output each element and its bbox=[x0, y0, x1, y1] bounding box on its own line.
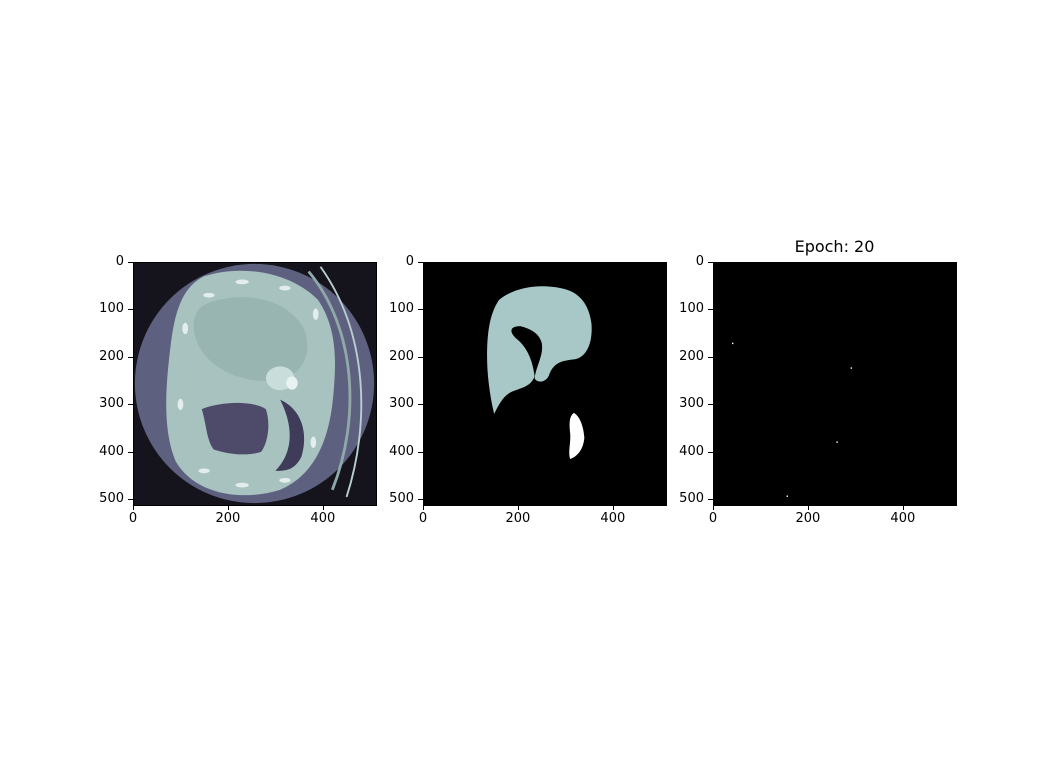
y-tick-label: 200 bbox=[389, 348, 414, 364]
y-tick bbox=[418, 262, 423, 263]
x-tick-label: 200 bbox=[505, 511, 531, 526]
y-tick-label: 100 bbox=[99, 301, 124, 317]
ground-truth-panel: 0 100 200 300 400 500 0 200 400 bbox=[389, 255, 667, 526]
y-tick bbox=[708, 451, 713, 453]
y-tick bbox=[708, 404, 713, 406]
y-tick-label: 200 bbox=[679, 348, 704, 364]
x-tick bbox=[227, 505, 229, 510]
ground-truth-mask-image bbox=[423, 262, 666, 505]
y-tick-label: 100 bbox=[389, 301, 414, 317]
x-tick bbox=[612, 505, 614, 510]
y-tick-label: 400 bbox=[679, 443, 704, 459]
y-tick-label: 500 bbox=[679, 491, 704, 507]
y-tick bbox=[708, 499, 713, 501]
x-tick bbox=[517, 505, 519, 510]
y-tick-label: 100 bbox=[679, 301, 704, 317]
x-tick-label: 0 bbox=[128, 511, 138, 526]
y-tick bbox=[708, 262, 713, 263]
y-tick-label: 0 bbox=[695, 254, 704, 269]
x-tick-label: 0 bbox=[708, 511, 718, 526]
y-tick bbox=[708, 356, 713, 358]
x-tick bbox=[807, 505, 809, 510]
y-tick-label: 300 bbox=[99, 396, 124, 412]
y-tick bbox=[708, 309, 713, 311]
y-tick-label: 400 bbox=[389, 443, 414, 459]
panel-title: Epoch: 20 bbox=[794, 237, 875, 256]
y-tick-label: 0 bbox=[405, 254, 414, 269]
y-tick bbox=[128, 262, 133, 263]
x-tick bbox=[423, 505, 424, 510]
y-tick bbox=[418, 499, 423, 501]
x-tick bbox=[133, 505, 134, 510]
x-tick bbox=[713, 505, 714, 510]
ct-scan-image bbox=[133, 262, 376, 505]
predicted-mask-image bbox=[713, 262, 956, 505]
x-tick bbox=[322, 505, 324, 510]
x-tick-label: 400 bbox=[310, 511, 336, 526]
y-tick-label: 500 bbox=[99, 491, 124, 507]
x-tick-label: 400 bbox=[600, 511, 626, 526]
y-tick-label: 300 bbox=[389, 396, 414, 412]
x-tick-label: 200 bbox=[795, 511, 821, 526]
x-tick-label: 200 bbox=[215, 511, 241, 526]
x-tick-label: 400 bbox=[890, 511, 916, 526]
y-tick-label: 400 bbox=[99, 443, 124, 459]
y-tick-label: 0 bbox=[115, 254, 124, 269]
ct-scan-panel: 0 100 200 300 400 500 0 200 400 bbox=[99, 255, 377, 526]
y-tick bbox=[128, 404, 133, 406]
y-tick-label: 200 bbox=[99, 348, 124, 364]
y-tick bbox=[418, 356, 423, 358]
y-tick bbox=[418, 451, 423, 453]
y-tick bbox=[418, 404, 423, 406]
x-tick bbox=[902, 505, 904, 510]
y-tick-label: 500 bbox=[389, 491, 414, 507]
x-tick-label: 0 bbox=[418, 511, 428, 526]
y-tick bbox=[418, 309, 423, 311]
y-tick bbox=[128, 499, 133, 501]
y-tick bbox=[128, 356, 133, 358]
y-tick bbox=[128, 309, 133, 311]
prediction-panel: Epoch: 20 0 100 200 300 400 500 0 200 400 bbox=[679, 237, 957, 526]
y-tick-label: 300 bbox=[679, 396, 704, 412]
y-tick bbox=[128, 451, 133, 453]
